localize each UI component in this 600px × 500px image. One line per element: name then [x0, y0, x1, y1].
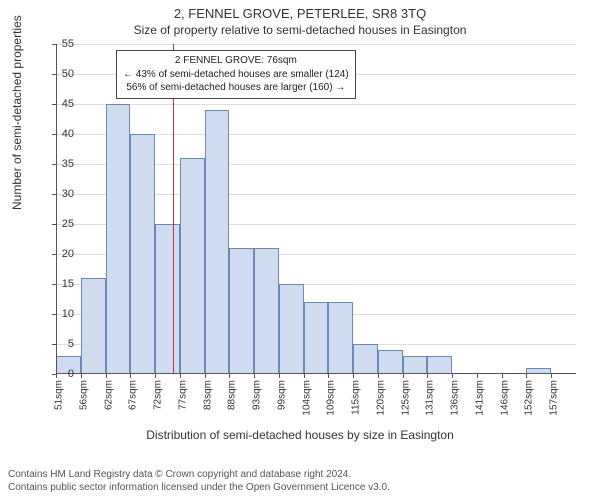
ytick-label: 35	[44, 158, 74, 170]
ytick-label: 25	[44, 218, 74, 230]
xtick-label: 62sqm	[103, 380, 114, 410]
footer-line1: Contains HM Land Registry data © Crown c…	[8, 468, 390, 481]
histogram-bar	[155, 224, 180, 374]
x-axis-line	[56, 373, 576, 374]
xtick-mark	[353, 374, 354, 378]
xtick-label: 99sqm	[276, 380, 287, 410]
xtick-label: 115sqm	[351, 380, 362, 415]
histogram-bar	[304, 302, 329, 374]
xtick-label: 104sqm	[301, 380, 312, 416]
xtick-mark	[452, 374, 453, 378]
histogram-bar	[328, 302, 353, 374]
histogram-bar	[229, 248, 254, 374]
chart-title: 2, FENNEL GROVE, PETERLEE, SR8 3TQ	[0, 0, 600, 21]
xtick-mark	[477, 374, 478, 378]
histogram-bar	[81, 278, 106, 374]
ytick-label: 15	[44, 278, 74, 290]
xtick-mark	[328, 374, 329, 378]
xtick-label: 51sqm	[54, 380, 65, 410]
ytick-label: 20	[44, 248, 74, 260]
xtick-label: 56sqm	[78, 380, 89, 410]
xtick-mark	[155, 374, 156, 378]
ytick-label: 30	[44, 188, 74, 200]
footer-line2: Contains public sector information licen…	[8, 481, 390, 494]
xtick-mark	[205, 374, 206, 378]
x-axis-label: Distribution of semi-detached houses by …	[0, 428, 600, 442]
xtick-mark	[427, 374, 428, 378]
xtick-mark	[81, 374, 82, 378]
xtick-mark	[130, 374, 131, 378]
xtick-label: 83sqm	[202, 380, 213, 410]
xtick-mark	[551, 374, 552, 378]
xtick-label: 146sqm	[499, 380, 510, 416]
annotation-line3: 56% of semi-detached houses are larger (…	[123, 81, 349, 95]
xtick-label: 88sqm	[227, 380, 238, 410]
xtick-mark	[229, 374, 230, 378]
footer-attribution: Contains HM Land Registry data © Crown c…	[8, 468, 390, 494]
annotation-line1: 2 FENNEL GROVE: 76sqm	[123, 54, 349, 68]
histogram-bar	[205, 110, 230, 374]
xtick-mark	[254, 374, 255, 378]
xtick-mark	[106, 374, 107, 378]
y-axis-line	[56, 44, 57, 374]
xtick-label: 77sqm	[177, 380, 188, 410]
xtick-mark	[279, 374, 280, 378]
xtick-mark	[403, 374, 404, 378]
xtick-mark	[502, 374, 503, 378]
xtick-mark	[304, 374, 305, 378]
histogram-bar	[180, 158, 205, 374]
annotation-line2: ← 43% of semi-detached houses are smalle…	[123, 68, 349, 82]
histogram-bar	[130, 134, 155, 374]
chart-container: 2, FENNEL GROVE, PETERLEE, SR8 3TQ Size …	[0, 0, 600, 500]
gridline	[56, 44, 576, 45]
xtick-label: 72sqm	[153, 380, 164, 410]
histogram-bar	[279, 284, 304, 374]
xtick-label: 109sqm	[326, 380, 337, 416]
histogram-bar	[106, 104, 131, 374]
histogram-bar	[353, 344, 378, 374]
ytick-label: 55	[44, 38, 74, 50]
xtick-label: 120sqm	[375, 380, 386, 416]
histogram-bar	[403, 356, 428, 374]
ytick-label: 5	[44, 338, 74, 350]
ytick-label: 50	[44, 68, 74, 80]
xtick-label: 152sqm	[524, 380, 535, 416]
xtick-mark	[378, 374, 379, 378]
xtick-label: 93sqm	[252, 380, 263, 410]
xtick-label: 141sqm	[474, 380, 485, 416]
ytick-label: 45	[44, 98, 74, 110]
xtick-label: 67sqm	[128, 380, 139, 410]
annotation-box: 2 FENNEL GROVE: 76sqm ← 43% of semi-deta…	[116, 50, 356, 99]
ytick-label: 40	[44, 128, 74, 140]
histogram-bar	[427, 356, 452, 374]
xtick-mark	[180, 374, 181, 378]
histogram-bar	[378, 350, 403, 374]
xtick-label: 157sqm	[549, 380, 560, 416]
xtick-label: 131sqm	[425, 380, 436, 416]
histogram-bar	[254, 248, 279, 374]
gridline	[56, 104, 576, 105]
xtick-label: 125sqm	[400, 380, 411, 416]
y-axis-label: Number of semi-detached properties	[10, 15, 24, 210]
plot-area: 51sqm56sqm62sqm67sqm72sqm77sqm83sqm88sqm…	[56, 44, 576, 374]
ytick-label: 0	[44, 368, 74, 380]
chart-subtitle: Size of property relative to semi-detach…	[0, 21, 600, 41]
xtick-mark	[526, 374, 527, 378]
ytick-label: 10	[44, 308, 74, 320]
xtick-label: 136sqm	[450, 380, 461, 416]
